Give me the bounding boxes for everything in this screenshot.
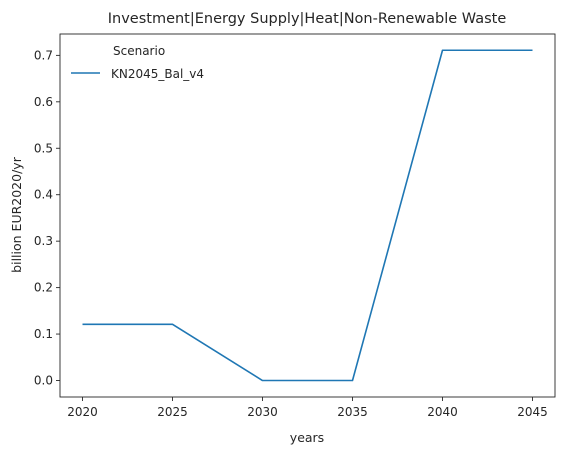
x-tick-label: 2025 <box>157 405 188 419</box>
y-tick-label: 0.5 <box>34 141 53 155</box>
x-tick-label: 2020 <box>67 405 98 419</box>
x-tick-label: 2045 <box>517 405 548 419</box>
plot-area <box>59 33 556 398</box>
legend: Scenario KN2045_Bal_v4 <box>71 44 204 81</box>
series-line-0 <box>82 49 533 382</box>
x-axis: 2020 2025 2030 2035 2040 2045 <box>67 397 548 419</box>
x-tick-label: 2035 <box>337 405 368 419</box>
y-tick-label: 0.4 <box>34 188 53 202</box>
y-tick-label: 0.3 <box>34 234 53 248</box>
chart-title: Investment|Energy Supply|Heat|Non-Renewa… <box>108 11 507 27</box>
y-tick-label: 0.0 <box>34 374 53 388</box>
series-layer <box>82 49 533 382</box>
y-axis-title: billion EUR2020/yr <box>9 156 24 273</box>
legend-title: Scenario <box>113 44 165 58</box>
y-tick-label: 0.6 <box>34 95 53 109</box>
x-tick-label: 2030 <box>247 405 278 419</box>
y-axis: 0.0 0.1 0.2 0.3 0.4 0.5 0.6 0.7 <box>34 48 60 388</box>
x-tick-label: 2040 <box>427 405 458 419</box>
legend-label: KN2045_Bal_v4 <box>111 67 204 81</box>
x-axis-title: years <box>290 430 324 445</box>
y-tick-label: 0.1 <box>34 327 53 341</box>
y-tick-label: 0.7 <box>34 48 53 62</box>
y-tick-label: 0.2 <box>34 281 53 295</box>
